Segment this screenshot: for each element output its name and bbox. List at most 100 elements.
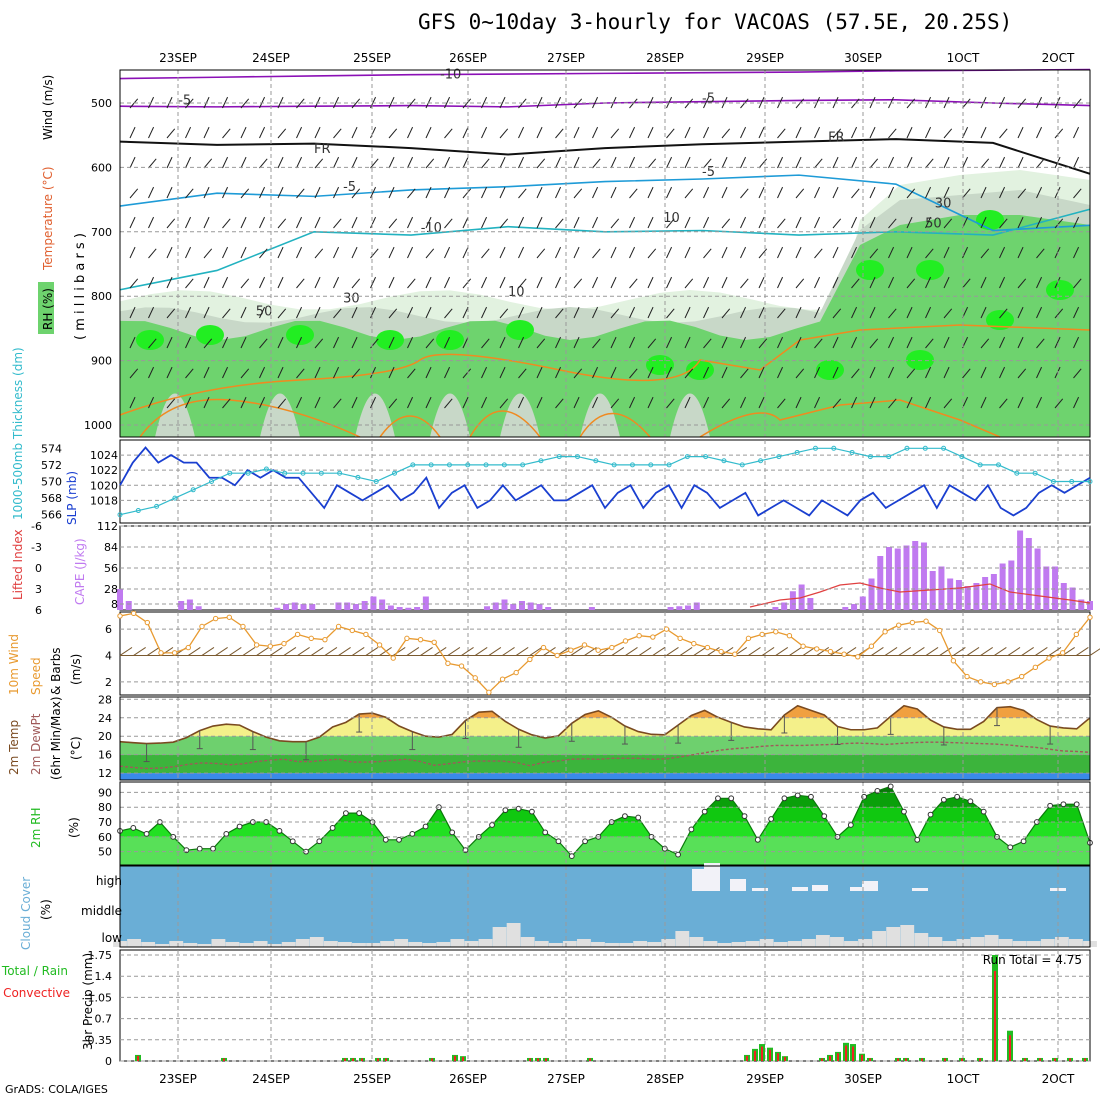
- thickness-point: [556, 454, 562, 460]
- wind-barb: [518, 278, 527, 289]
- cape-bar: [186, 599, 193, 610]
- wind-barb: [351, 336, 358, 349]
- wind-speed-point: [308, 635, 314, 642]
- wind-barb: [814, 126, 821, 139]
- wind-barb: [721, 186, 728, 199]
- wind-barb: [851, 278, 860, 289]
- wind-barb: [166, 308, 176, 319]
- wind-barb: [721, 128, 731, 139]
- precip-convective-bar: [869, 1058, 871, 1061]
- precip-convective-bar: [1009, 1035, 1011, 1061]
- cape-bar: [772, 607, 779, 610]
- precip-convective-bar: [361, 1058, 363, 1061]
- surface-wind-barb: [761, 647, 775, 656]
- cloud-low-bar: [478, 939, 493, 947]
- wind-barb: [832, 398, 842, 409]
- surface-wind-barb: [147, 647, 160, 656]
- wind-barb: [536, 158, 546, 169]
- wind-speed-point: [472, 675, 478, 681]
- wind-barb: [703, 96, 710, 109]
- wind-barb: [777, 186, 784, 199]
- rh2m-point: [768, 816, 774, 822]
- rh2m-point: [967, 798, 974, 805]
- slp-tick-1022: 1022: [90, 464, 118, 477]
- wind-barb: [481, 216, 488, 229]
- precip-convective-bar: [431, 1058, 433, 1061]
- thickness-point: [501, 462, 507, 468]
- wind-barb: [444, 398, 453, 409]
- wind-barb: [703, 126, 710, 139]
- wind-barb: [203, 158, 213, 169]
- cloud-frame: [119, 865, 1091, 948]
- wind-barb: [980, 186, 987, 199]
- wind-barb: [481, 396, 488, 409]
- wind-barb: [943, 336, 950, 349]
- cape-bar: [781, 602, 788, 610]
- wind-barb: [277, 308, 287, 319]
- wind-barb: [592, 216, 599, 229]
- wind-barb: [851, 246, 858, 259]
- pressure-tick-500: 500: [91, 97, 112, 110]
- cape-bar: [990, 574, 997, 610]
- wind-speed-point: [937, 627, 943, 634]
- bottom-date-label-7: 30SEP: [844, 1072, 882, 1086]
- cloud-low-bar: [998, 939, 1013, 947]
- precip-convective-bar: [537, 1058, 539, 1061]
- wind-barb: [888, 218, 897, 229]
- wind-speed-point: [199, 623, 205, 630]
- surface-wind-barb: [474, 647, 488, 656]
- surface-wind-barb: [611, 647, 625, 656]
- cape-bar: [545, 607, 552, 610]
- wind-speed-point: [322, 636, 328, 643]
- dewpoint-line: [119, 741, 1091, 770]
- cape-bar: [920, 542, 927, 610]
- wind10m-axis-label-2: Speed: [29, 657, 43, 695]
- wind-barb: [777, 308, 786, 319]
- wind10m-axis-label-3: & Barbs: [49, 647, 63, 695]
- cloud-low-bar: [422, 943, 437, 947]
- precip-convective-bar: [769, 1049, 771, 1061]
- rh2m-point: [861, 793, 868, 800]
- wind-barb: [795, 246, 802, 259]
- wind-barb: [166, 246, 173, 259]
- surface-wind-barb: [693, 647, 707, 656]
- temp-above-mask: [120, 697, 1090, 744]
- rh2m-point: [502, 807, 509, 814]
- rh-layer-green: [120, 215, 1090, 437]
- wind-barb: [888, 336, 895, 349]
- wind-barb: [148, 216, 155, 229]
- cloud-low-bar: [872, 931, 887, 947]
- precip-convective-bar: [994, 970, 996, 1061]
- wind-barb: [351, 306, 358, 319]
- cape-bar: [955, 580, 962, 610]
- wind-barb: [814, 186, 821, 199]
- wind-barb: [666, 218, 675, 229]
- wind-barb: [1017, 278, 1027, 289]
- precip-convective-bar: [777, 1053, 779, 1061]
- cloud-low-bar: [253, 941, 268, 947]
- wind-barb: [629, 188, 638, 199]
- cloud-low-bar: [1012, 941, 1027, 947]
- cloud-low-bar: [380, 941, 395, 947]
- wind-barb: [222, 186, 229, 199]
- wind-barb: [166, 128, 176, 139]
- wind-barb: [758, 276, 765, 289]
- wind-barb: [185, 306, 192, 319]
- wind-barb: [888, 308, 897, 319]
- wind-barb: [814, 96, 821, 109]
- wind-speed-point: [1005, 679, 1011, 685]
- wind-barb: [1054, 128, 1064, 139]
- wind-barb: [740, 396, 747, 409]
- surface-wind-barb: [324, 647, 338, 656]
- cloud-low-bar: [675, 931, 690, 947]
- contour-label-9: 10: [508, 285, 525, 300]
- cape-bar: [274, 607, 281, 610]
- wind-barb: [740, 126, 747, 139]
- wind-barb: [296, 126, 303, 139]
- wind-barb: [647, 126, 654, 139]
- contour-label-8: 10: [663, 211, 680, 226]
- wind-barb: [425, 396, 432, 409]
- wind-barb: [222, 308, 231, 319]
- thickness-point: [355, 474, 361, 480]
- wind-barb: [851, 188, 860, 199]
